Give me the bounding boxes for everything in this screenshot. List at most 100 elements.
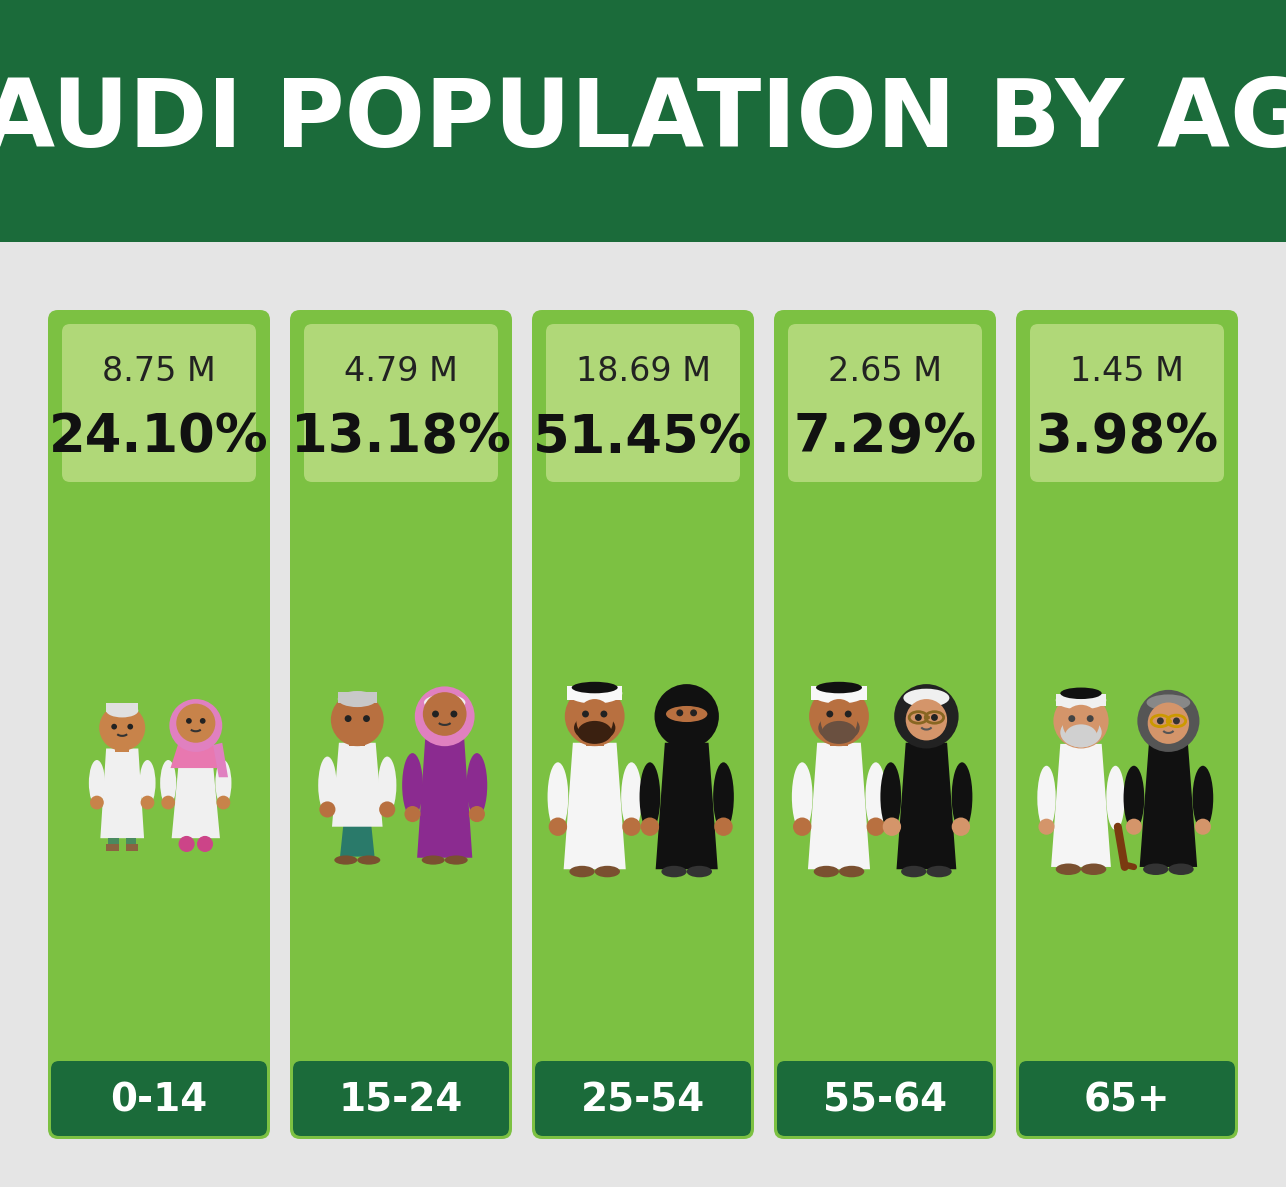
Circle shape [1147, 703, 1190, 744]
Ellipse shape [572, 681, 617, 693]
Ellipse shape [926, 865, 952, 877]
Bar [116, 741, 129, 751]
Ellipse shape [1038, 766, 1056, 830]
Polygon shape [1051, 744, 1111, 867]
FancyBboxPatch shape [62, 324, 256, 482]
FancyBboxPatch shape [547, 324, 739, 482]
Text: 15-24: 15-24 [338, 1081, 463, 1119]
Ellipse shape [576, 699, 613, 741]
Ellipse shape [548, 762, 568, 831]
Text: SAUDI POPULATION BY AGE: SAUDI POPULATION BY AGE [0, 75, 1286, 167]
Circle shape [140, 795, 154, 810]
Polygon shape [171, 751, 220, 838]
Ellipse shape [903, 688, 949, 707]
Text: 51.45%: 51.45% [534, 412, 752, 464]
Circle shape [415, 686, 475, 747]
Circle shape [691, 710, 697, 716]
Ellipse shape [1124, 766, 1145, 830]
FancyBboxPatch shape [1016, 310, 1238, 1140]
Circle shape [1087, 715, 1093, 722]
FancyBboxPatch shape [1019, 1061, 1235, 1136]
Ellipse shape [1060, 717, 1102, 748]
Ellipse shape [820, 699, 858, 741]
Circle shape [345, 715, 351, 722]
Bar [585, 730, 604, 747]
Circle shape [809, 686, 869, 747]
Polygon shape [417, 740, 472, 858]
Ellipse shape [1065, 724, 1097, 748]
Circle shape [952, 818, 970, 836]
Circle shape [1039, 819, 1055, 834]
Ellipse shape [1169, 863, 1193, 875]
Circle shape [565, 686, 625, 747]
Circle shape [127, 724, 134, 730]
Text: 0-14: 0-14 [111, 1081, 207, 1119]
FancyBboxPatch shape [774, 310, 995, 1140]
Circle shape [827, 711, 833, 717]
Ellipse shape [952, 762, 972, 831]
Circle shape [186, 718, 192, 724]
Polygon shape [808, 743, 871, 869]
Ellipse shape [687, 865, 712, 877]
Circle shape [319, 801, 336, 818]
Ellipse shape [1106, 766, 1125, 830]
Ellipse shape [901, 865, 926, 877]
Circle shape [549, 818, 567, 836]
Bar [1056, 694, 1106, 706]
Circle shape [1069, 715, 1075, 722]
Ellipse shape [422, 856, 445, 864]
Circle shape [905, 699, 946, 741]
Circle shape [469, 806, 485, 823]
Text: 4.79 M: 4.79 M [345, 355, 458, 388]
Ellipse shape [445, 856, 468, 864]
Bar [107, 703, 139, 712]
Ellipse shape [881, 762, 901, 831]
Text: 3.98%: 3.98% [1035, 412, 1219, 464]
FancyBboxPatch shape [788, 324, 983, 482]
Ellipse shape [161, 760, 176, 806]
Bar [829, 730, 849, 747]
FancyBboxPatch shape [535, 1061, 751, 1136]
Text: 18.69 M: 18.69 M [576, 355, 710, 388]
Circle shape [197, 836, 213, 852]
Ellipse shape [378, 756, 396, 814]
Ellipse shape [817, 681, 862, 693]
FancyBboxPatch shape [303, 324, 498, 482]
Circle shape [1053, 693, 1109, 749]
Text: 55-64: 55-64 [823, 1081, 946, 1119]
Circle shape [199, 718, 206, 724]
Circle shape [379, 801, 395, 818]
Text: 65+: 65+ [1084, 1081, 1170, 1119]
Text: 7.29%: 7.29% [793, 412, 976, 464]
FancyBboxPatch shape [293, 1061, 509, 1136]
Circle shape [432, 711, 439, 717]
Ellipse shape [661, 865, 687, 877]
Circle shape [450, 711, 458, 717]
Ellipse shape [1056, 863, 1082, 875]
FancyBboxPatch shape [532, 310, 754, 1140]
Ellipse shape [424, 694, 466, 711]
Bar [1071, 734, 1091, 748]
Bar [0, 0, 1286, 242]
Circle shape [112, 724, 117, 730]
Circle shape [1195, 819, 1211, 834]
Circle shape [331, 693, 383, 747]
Polygon shape [340, 824, 374, 857]
Ellipse shape [666, 706, 707, 722]
Ellipse shape [215, 760, 231, 806]
Circle shape [894, 684, 958, 749]
Polygon shape [332, 743, 383, 826]
Circle shape [1137, 690, 1200, 751]
FancyBboxPatch shape [1030, 324, 1224, 482]
Circle shape [1125, 819, 1142, 834]
Ellipse shape [334, 856, 358, 864]
Ellipse shape [838, 865, 864, 877]
Polygon shape [896, 743, 957, 869]
Circle shape [882, 818, 901, 836]
Text: 24.10%: 24.10% [49, 412, 269, 464]
Text: 2.65 M: 2.65 M [828, 355, 943, 388]
Ellipse shape [107, 704, 139, 717]
Ellipse shape [467, 753, 487, 818]
Ellipse shape [1060, 687, 1102, 699]
Ellipse shape [403, 753, 423, 818]
